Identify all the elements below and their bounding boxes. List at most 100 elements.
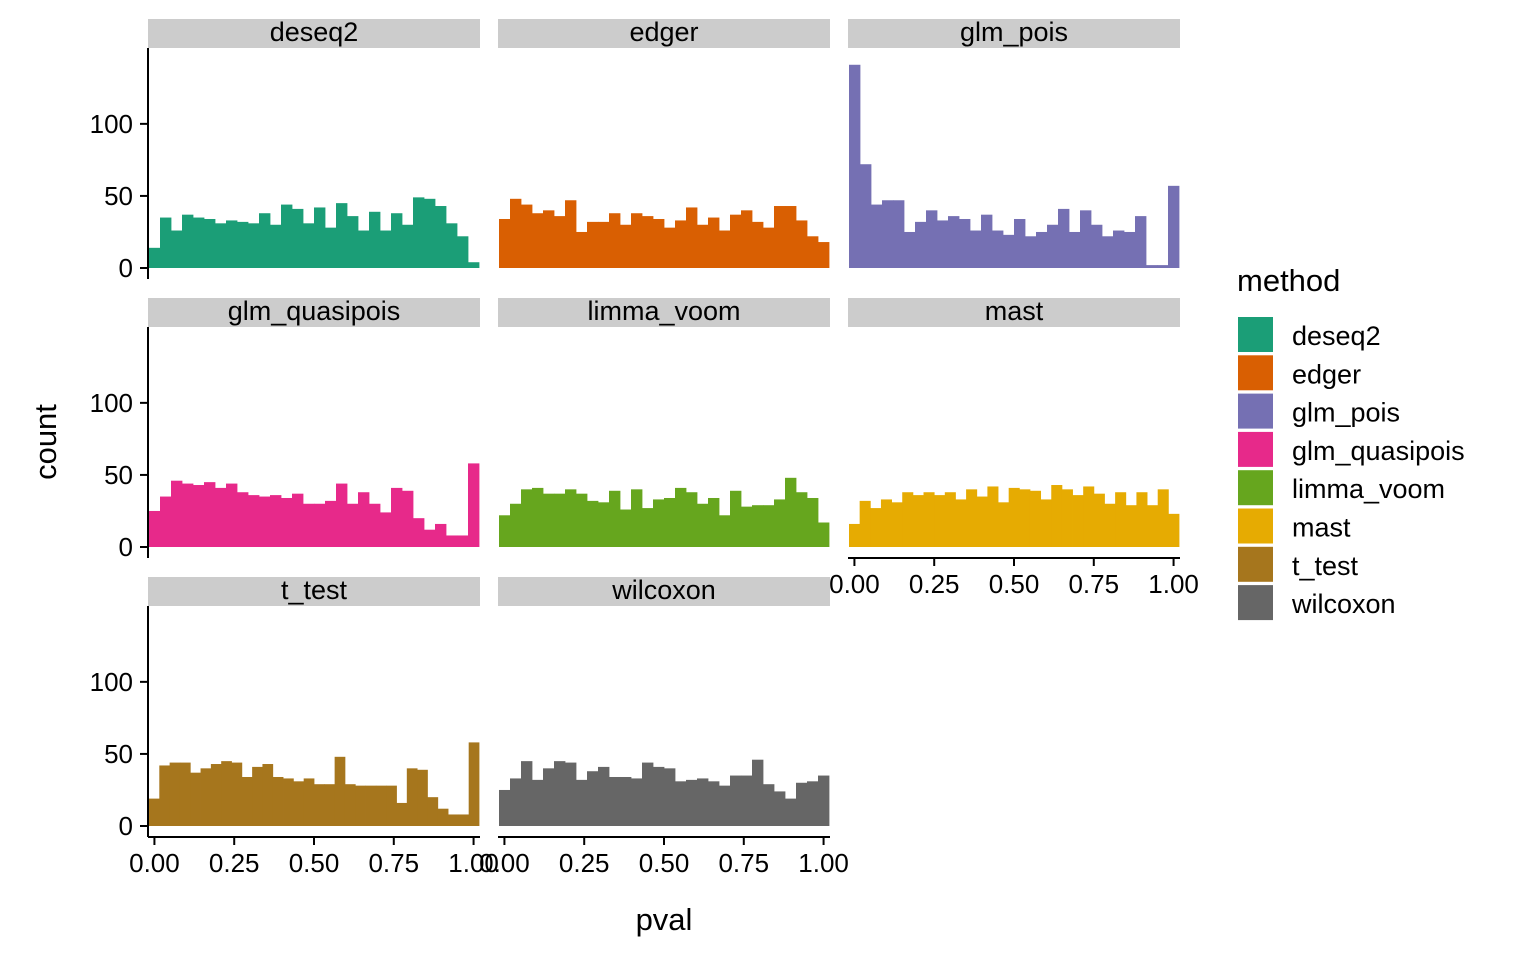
- legend-label: glm_quasipois: [1292, 436, 1465, 466]
- histogram-bar: [347, 503, 359, 547]
- histogram-bar: [543, 768, 555, 826]
- histogram-bar: [160, 496, 172, 547]
- histogram-bar: [417, 769, 428, 826]
- histogram-bar: [324, 784, 336, 826]
- facet-panel-edger: edger: [498, 17, 830, 268]
- histogram-bar: [334, 756, 346, 826]
- histogram-bar: [893, 200, 905, 268]
- histogram-bar: [730, 490, 742, 547]
- histogram-bar: [1072, 495, 1084, 547]
- histogram-bar: [413, 197, 425, 268]
- histogram-bar: [598, 502, 610, 547]
- legend-label: deseq2: [1292, 321, 1381, 351]
- histogram-bar: [1104, 503, 1116, 547]
- histogram-bar: [653, 766, 665, 826]
- histogram-bar: [543, 493, 555, 547]
- histogram-bar: [169, 762, 181, 826]
- histogram-bar: [785, 798, 797, 826]
- histogram-bar: [358, 492, 370, 547]
- histogram-bar: [763, 227, 775, 268]
- histogram-bar: [796, 220, 808, 268]
- histogram-bar: [210, 764, 222, 826]
- histogram-bar: [303, 503, 315, 547]
- histogram-bar: [171, 230, 183, 268]
- histogram-bar: [937, 220, 949, 268]
- histogram-bar: [774, 791, 786, 826]
- histogram-bar: [948, 216, 960, 268]
- histogram-bar: [336, 483, 348, 547]
- histogram-bar: [719, 785, 731, 826]
- histogram-bar: [325, 227, 337, 268]
- histogram-bar: [664, 768, 676, 826]
- legend-item-mast: mast: [1238, 508, 1351, 544]
- y-tick-label: 50: [104, 460, 133, 490]
- histogram-bar: [1136, 492, 1148, 547]
- histogram-bar: [642, 216, 654, 268]
- x-tick-label: 1.00: [448, 848, 499, 878]
- histogram-bar: [807, 781, 819, 826]
- facet-panel-t_test: t_test 0 50 100 0.00 0.25 0.50 0.75 1.00: [90, 575, 499, 878]
- x-tick-label: 0.00: [129, 848, 180, 878]
- legend-items: deseq2 edger glm_pois glm_quasipois limma_vo…: [1238, 317, 1465, 621]
- histogram-bar: [849, 523, 861, 547]
- legend-label: limma_voom: [1292, 474, 1445, 504]
- y-tick-label: 50: [104, 181, 133, 211]
- histogram-bar: [976, 496, 988, 547]
- histogram-bar: [1025, 236, 1037, 268]
- histogram-bar: [902, 492, 914, 547]
- histogram-bar: [259, 496, 271, 547]
- histogram-bar: [1146, 265, 1158, 268]
- histogram-bar: [344, 784, 356, 826]
- histogram-bar: [424, 198, 436, 268]
- histogram-bar: [1080, 210, 1092, 268]
- x-tick-label: 0.00: [479, 848, 530, 878]
- y-tick-label: 0: [119, 532, 133, 562]
- histogram-bar: [1168, 185, 1180, 268]
- histogram-bar: [915, 221, 927, 268]
- histogram-bar: [609, 776, 621, 826]
- histogram-bar: [314, 784, 325, 826]
- histogram-bar: [386, 785, 397, 826]
- strip-label: edger: [629, 17, 698, 47]
- x-tick-label: 0.75: [718, 848, 769, 878]
- histogram-bar: [468, 262, 480, 268]
- histogram-bar: [347, 216, 359, 268]
- histogram-bar: [391, 487, 403, 547]
- histogram-bar: [237, 492, 249, 547]
- y-tick-label: 100: [90, 667, 133, 697]
- histogram-bar: [576, 779, 588, 826]
- histogram-bar: [499, 789, 511, 826]
- histogram-bar: [437, 808, 449, 826]
- histogram-bar: [369, 503, 381, 547]
- histogram-bar: [510, 198, 522, 268]
- histogram-bar: [763, 505, 775, 547]
- histogram-bar: [468, 463, 480, 547]
- histogram-bar: [532, 487, 544, 547]
- histogram-bar: [1093, 493, 1105, 547]
- histogram-bar: [402, 490, 414, 547]
- histogram-bar: [741, 210, 753, 268]
- histogram-bar: [215, 223, 227, 268]
- histogram-bar: [446, 535, 458, 547]
- histogram-bar: [179, 762, 191, 826]
- histogram-bar: [448, 814, 459, 826]
- histogram-bar: [934, 495, 946, 547]
- histogram-bar: [226, 483, 238, 547]
- histogram-bar: [774, 499, 786, 547]
- legend-label: t_test: [1292, 551, 1359, 581]
- histogram-bar: [406, 768, 418, 826]
- histogram-bar: [182, 483, 194, 547]
- legend-swatch: [1238, 431, 1273, 467]
- histogram-bar: [796, 782, 808, 826]
- histogram-bar: [365, 785, 377, 826]
- histogram-bar: [708, 781, 720, 826]
- histogram-bar: [237, 221, 249, 268]
- histogram-bar: [785, 477, 797, 547]
- histogram-bar: [598, 221, 610, 268]
- histogram-bar: [435, 206, 447, 268]
- histogram-bar: [1091, 224, 1103, 268]
- histogram-bar: [149, 510, 161, 547]
- histogram-bar: [182, 214, 194, 268]
- histogram-bar: [587, 771, 599, 826]
- histogram-bar: [193, 217, 205, 268]
